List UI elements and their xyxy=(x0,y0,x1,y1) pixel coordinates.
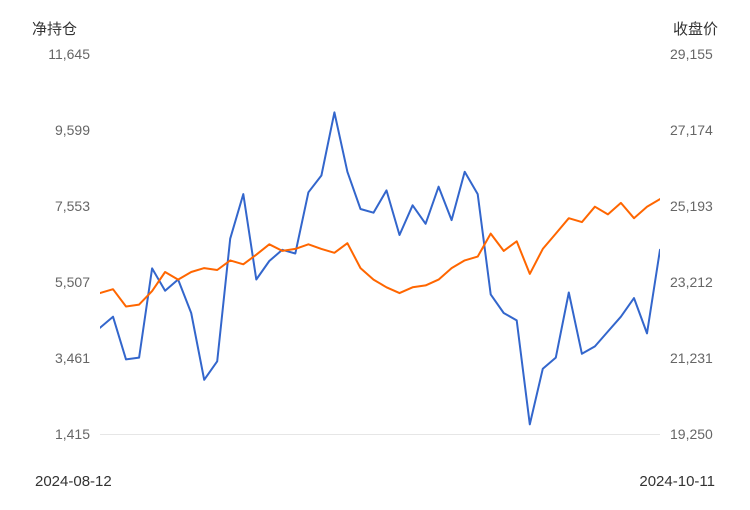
right-axis-title: 收盘价 xyxy=(673,18,718,39)
line-close-price xyxy=(100,199,660,306)
left-tick: 7,553 xyxy=(30,198,90,214)
right-tick: 29,155 xyxy=(670,46,730,62)
right-tick: 19,250 xyxy=(670,426,730,442)
right-tick: 27,174 xyxy=(670,122,730,138)
right-tick: 23,212 xyxy=(670,274,730,290)
left-tick: 3,461 xyxy=(30,350,90,366)
right-tick: 25,193 xyxy=(670,198,730,214)
plot-area xyxy=(100,55,660,435)
chart-container: 净持仓 收盘价 1,4153,4615,5077,5539,59911,645 … xyxy=(0,0,750,510)
left-axis-title: 净持仓 xyxy=(32,18,77,39)
left-tick: 9,599 xyxy=(30,122,90,138)
right-tick: 21,231 xyxy=(670,350,730,366)
line-net-position xyxy=(100,112,660,424)
x-label-start: 2024-08-12 xyxy=(35,473,112,490)
x-label-end: 2024-10-11 xyxy=(639,473,715,490)
left-tick: 1,415 xyxy=(30,426,90,442)
left-tick: 11,645 xyxy=(30,46,90,62)
left-tick: 5,507 xyxy=(30,274,90,290)
